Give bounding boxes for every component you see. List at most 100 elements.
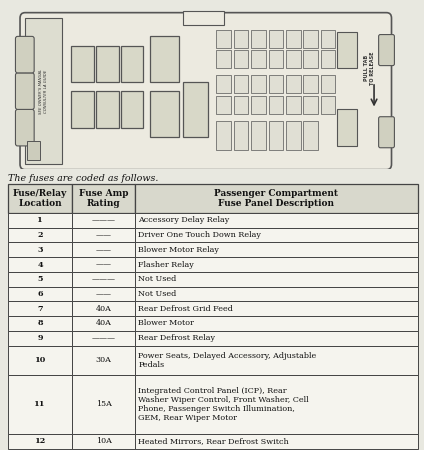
Text: Rear Defrost Relay: Rear Defrost Relay: [138, 334, 215, 342]
Bar: [234, 30, 248, 48]
Bar: [234, 96, 248, 114]
Text: 1: 1: [37, 216, 43, 225]
Text: ———: ———: [92, 216, 116, 225]
Bar: [8, 228, 72, 243]
Text: 2: 2: [37, 231, 43, 239]
Bar: [216, 50, 231, 68]
Bar: [8, 287, 72, 302]
Bar: [268, 96, 283, 114]
Bar: [135, 213, 418, 228]
Bar: [72, 213, 135, 228]
Bar: [8, 316, 72, 331]
Text: The fuses are coded as follows.: The fuses are coded as follows.: [8, 174, 159, 183]
Bar: [8, 213, 72, 228]
FancyBboxPatch shape: [15, 36, 34, 73]
Bar: [8, 302, 72, 316]
Bar: [183, 82, 208, 137]
Bar: [234, 121, 248, 150]
Bar: [337, 109, 357, 146]
Bar: [135, 257, 418, 272]
Text: Blower Motor Relay: Blower Motor Relay: [138, 246, 219, 254]
Bar: [8, 272, 72, 287]
Text: 9: 9: [37, 334, 43, 342]
Bar: [268, 30, 283, 48]
Bar: [8, 257, 72, 272]
Bar: [321, 30, 335, 48]
Bar: [72, 272, 135, 287]
Bar: [96, 91, 118, 128]
Bar: [337, 32, 357, 68]
Text: Fuse Amp
Rating: Fuse Amp Rating: [79, 189, 128, 208]
Bar: [72, 287, 135, 302]
Bar: [251, 121, 265, 150]
FancyBboxPatch shape: [15, 73, 34, 109]
Bar: [72, 302, 135, 316]
Bar: [321, 96, 335, 114]
Bar: [72, 184, 135, 213]
Text: Driver One Touch Down Relay: Driver One Touch Down Relay: [138, 231, 261, 239]
Text: Flasher Relay: Flasher Relay: [138, 261, 194, 269]
Bar: [216, 121, 231, 150]
Bar: [251, 30, 265, 48]
Bar: [304, 50, 318, 68]
Bar: [304, 30, 318, 48]
Text: Blower Motor: Blower Motor: [138, 320, 194, 328]
Text: 40A: 40A: [96, 305, 112, 313]
Bar: [120, 45, 143, 82]
Text: ——: ——: [95, 261, 112, 269]
Bar: [216, 30, 231, 48]
Text: Heated Mirrors, Rear Defrost Switch: Heated Mirrors, Rear Defrost Switch: [138, 437, 289, 445]
Text: PULL TAB
TO RELEASE: PULL TAB TO RELEASE: [365, 52, 375, 85]
Bar: [72, 375, 135, 434]
Bar: [304, 75, 318, 94]
Bar: [251, 75, 265, 94]
Bar: [251, 50, 265, 68]
Text: 6: 6: [37, 290, 43, 298]
Bar: [72, 346, 135, 375]
Text: 10A: 10A: [96, 437, 112, 445]
Text: 8: 8: [37, 320, 43, 328]
Bar: [72, 257, 135, 272]
FancyBboxPatch shape: [379, 35, 394, 66]
Bar: [135, 346, 418, 375]
Bar: [27, 141, 39, 160]
Text: Passenger Compartment
Fuse Panel Description: Passenger Compartment Fuse Panel Descrip…: [215, 189, 338, 208]
Bar: [304, 96, 318, 114]
Bar: [96, 45, 118, 82]
Bar: [135, 434, 418, 449]
Text: ———: ———: [92, 275, 116, 283]
Bar: [135, 331, 418, 346]
Bar: [304, 121, 318, 150]
FancyBboxPatch shape: [15, 109, 34, 146]
Bar: [72, 243, 135, 257]
Bar: [135, 272, 418, 287]
Bar: [286, 75, 301, 94]
Text: 12: 12: [34, 437, 46, 445]
Text: Power Seats, Delayed Accessory, Adjustable
Pedals: Power Seats, Delayed Accessory, Adjustab…: [138, 351, 316, 369]
Bar: [120, 91, 143, 128]
Bar: [72, 331, 135, 346]
Bar: [8, 375, 72, 434]
Text: 4: 4: [37, 261, 43, 269]
Bar: [268, 75, 283, 94]
Text: 30A: 30A: [96, 356, 112, 364]
Bar: [8, 434, 72, 449]
Text: 7: 7: [37, 305, 43, 313]
Bar: [135, 375, 418, 434]
Bar: [72, 228, 135, 243]
Text: ——: ——: [95, 290, 112, 298]
Bar: [216, 96, 231, 114]
Bar: [135, 228, 418, 243]
Bar: [135, 243, 418, 257]
Bar: [216, 75, 231, 94]
Text: Integrated Control Panel (ICP), Rear
Washer Wiper Control, Front Washer, Cell
Ph: Integrated Control Panel (ICP), Rear Was…: [138, 387, 309, 422]
Bar: [8, 184, 72, 213]
Bar: [135, 302, 418, 316]
Bar: [135, 184, 418, 213]
Bar: [321, 75, 335, 94]
Bar: [135, 316, 418, 331]
Bar: [268, 121, 283, 150]
Bar: [150, 36, 179, 82]
Text: 40A: 40A: [96, 320, 112, 328]
Text: Not Used: Not Used: [138, 275, 176, 283]
